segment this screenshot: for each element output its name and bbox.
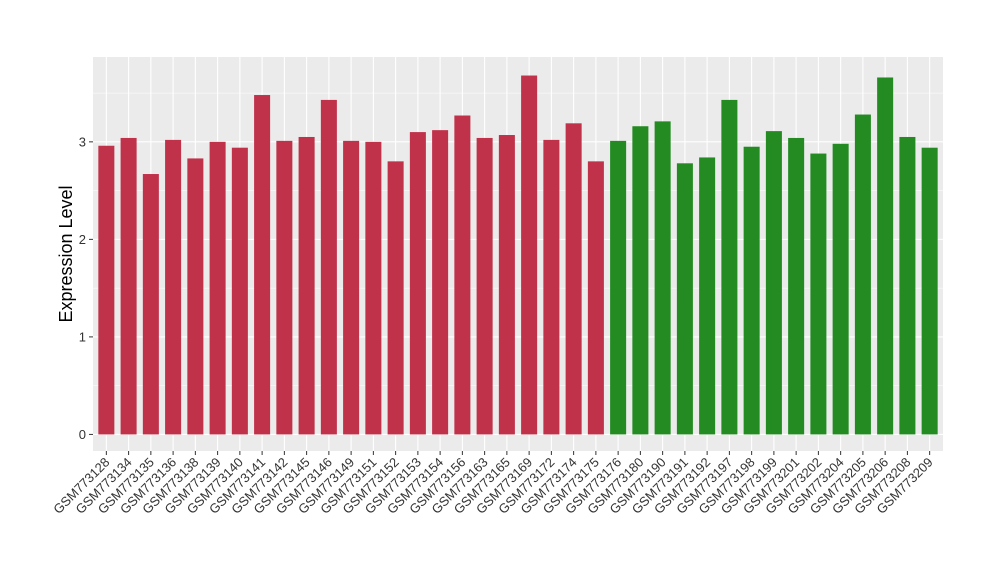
- bar-GSM773172: [543, 139, 560, 435]
- bar-GSM773142: [276, 140, 293, 435]
- bar-GSM773198: [743, 146, 760, 435]
- bar-GSM773206: [877, 77, 894, 435]
- bar-GSM773141: [254, 95, 271, 435]
- bar-GSM773156: [454, 115, 471, 435]
- bar-GSM773149: [343, 140, 360, 435]
- y-axis: 0 1 2 3: [79, 134, 93, 442]
- bar-GSM773151: [365, 141, 382, 435]
- bar-GSM773204: [832, 143, 849, 435]
- bar-GSM773208: [899, 136, 916, 435]
- bar-GSM773165: [498, 135, 515, 435]
- bar-GSM773180: [632, 126, 649, 435]
- bar-GSM773163: [476, 137, 493, 435]
- y-tick-label: 3: [79, 134, 86, 149]
- x-axis: GSM773128GSM773134GSM773135GSM773136GSM7…: [50, 451, 936, 517]
- y-axis-title: Expression Level: [56, 185, 76, 322]
- bar-GSM773138: [187, 158, 204, 435]
- bar-GSM773128: [98, 145, 115, 435]
- bar-GSM773191: [676, 163, 693, 435]
- bar-GSM773197: [721, 99, 738, 435]
- bar-GSM773145: [298, 136, 315, 435]
- bar-GSM773190: [654, 121, 671, 435]
- bar-GSM773209: [921, 147, 938, 435]
- bar-GSM773135: [142, 174, 159, 435]
- bar-GSM773146: [320, 99, 337, 435]
- bar-GSM773201: [788, 137, 805, 435]
- bar-GSM773152: [387, 161, 404, 435]
- bar-GSM773169: [521, 75, 538, 435]
- bar-GSM773202: [810, 153, 827, 435]
- bar-GSM773205: [854, 114, 871, 435]
- bar-GSM773154: [432, 130, 449, 435]
- bar-GSM773139: [209, 141, 226, 435]
- bar-GSM773134: [120, 137, 137, 435]
- bar-GSM773176: [610, 140, 627, 435]
- bar-GSM773136: [165, 139, 182, 435]
- bars: [98, 75, 938, 435]
- y-tick-label: 1: [79, 329, 86, 344]
- bar-GSM773175: [587, 161, 604, 435]
- bar-GSM773174: [565, 123, 582, 435]
- bar-GSM773153: [409, 132, 426, 435]
- bar-GSM773140: [231, 147, 248, 435]
- y-tick-label: 2: [79, 232, 86, 247]
- bar-GSM773199: [765, 131, 782, 435]
- y-tick-label: 0: [79, 427, 86, 442]
- bar-GSM773192: [699, 157, 716, 435]
